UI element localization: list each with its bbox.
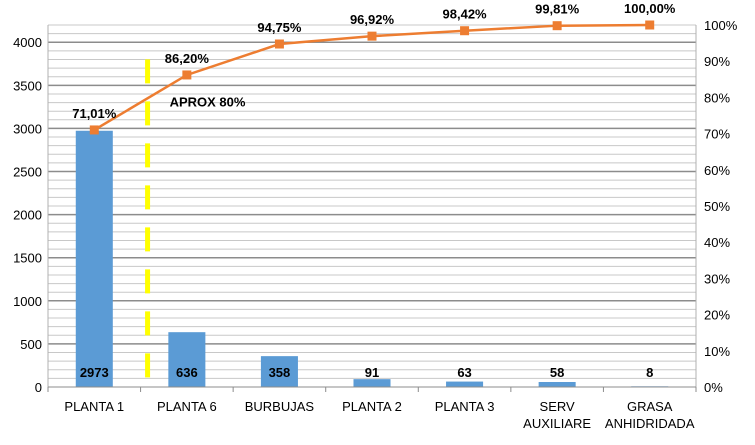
line-data-label: 98,42% [443, 7, 488, 22]
y-tick-label: 500 [20, 337, 42, 352]
y2-tick-label: 100% [704, 18, 738, 33]
y2-tick-label: 0% [704, 380, 723, 395]
bar-data-label: 58 [550, 365, 564, 380]
bar [168, 332, 206, 387]
annotation-label: APROX 80% [170, 94, 246, 109]
y2-tick-label: 10% [704, 344, 730, 359]
x-tick-label: ANHIDRIDADA [605, 416, 695, 431]
y-tick-label: 1500 [13, 251, 42, 266]
line-data-label: 99,81% [535, 2, 580, 17]
y2-tick-label: 30% [704, 271, 730, 286]
bar-data-label: 358 [269, 365, 291, 380]
x-tick-label: PLANTA 2 [342, 399, 402, 414]
label-layer: 2973 636 358 91 63 58 8 71,01% 86,20% 94,75% 96,92… [72, 1, 676, 380]
bar-data-label: 91 [365, 365, 379, 380]
bar-data-label: 636 [176, 365, 198, 380]
x-tick-label: PLANTA 1 [64, 399, 124, 414]
line-data-label: 94,75% [257, 20, 302, 35]
bar-data-label: 63 [457, 365, 471, 380]
y2-tick-label: 90% [704, 54, 730, 69]
y2-tick-label: 80% [704, 90, 730, 105]
line-data-label: 100,00% [624, 1, 676, 16]
y-tick-label: 0 [35, 380, 42, 395]
cumulative-marker [367, 31, 377, 41]
annotation-layer: APROX 80% [145, 59, 246, 387]
line-data-label: 86,20% [165, 51, 210, 66]
bar [75, 130, 113, 387]
axis-layer: 0 500 1000 1500 2000 2500 3000 3500 4000 0% 10% 20%… [13, 18, 738, 431]
bar [260, 356, 298, 387]
cumulative-marker [89, 125, 99, 135]
bar [538, 382, 576, 387]
cumulative-marker [552, 21, 562, 31]
cumulative-marker [460, 26, 470, 36]
cumulative-line [93, 23, 650, 132]
bar-layer [75, 130, 669, 387]
grid-layer [48, 24, 696, 379]
bar-data-label: 8 [646, 365, 653, 380]
y-tick-label: 2500 [13, 165, 42, 180]
x-tick-label: PLANTA 6 [157, 399, 217, 414]
y-tick-label: 2000 [13, 208, 42, 223]
y2-tick-label: 60% [704, 163, 730, 178]
line-data-label: 71,01% [72, 106, 117, 121]
x-tick-label: GRASA [627, 399, 673, 414]
y-tick-label: 1000 [13, 294, 42, 309]
line-data-label: 96,92% [350, 12, 395, 27]
x-tick-label: BURBUJAS [245, 399, 315, 414]
line-layer [89, 20, 655, 135]
bar [446, 381, 484, 387]
y-tick-label: 3000 [13, 121, 42, 136]
y2-tick-label: 70% [704, 127, 730, 142]
cumulative-marker [274, 39, 284, 49]
cumulative-marker [182, 70, 192, 80]
y2-tick-label: 20% [704, 308, 730, 323]
y2-tick-label: 50% [704, 199, 730, 214]
x-tick-label: SERV [540, 399, 575, 414]
y-tick-label: 4000 [13, 35, 42, 50]
bar-data-label: 2973 [80, 365, 109, 380]
x-tick-label: AUXILIARE [523, 416, 591, 431]
bar [353, 379, 391, 387]
x-tick-label: PLANTA 3 [435, 399, 495, 414]
y2-tick-label: 40% [704, 235, 730, 250]
y-tick-label: 3500 [13, 78, 42, 93]
cumulative-marker [645, 20, 655, 30]
